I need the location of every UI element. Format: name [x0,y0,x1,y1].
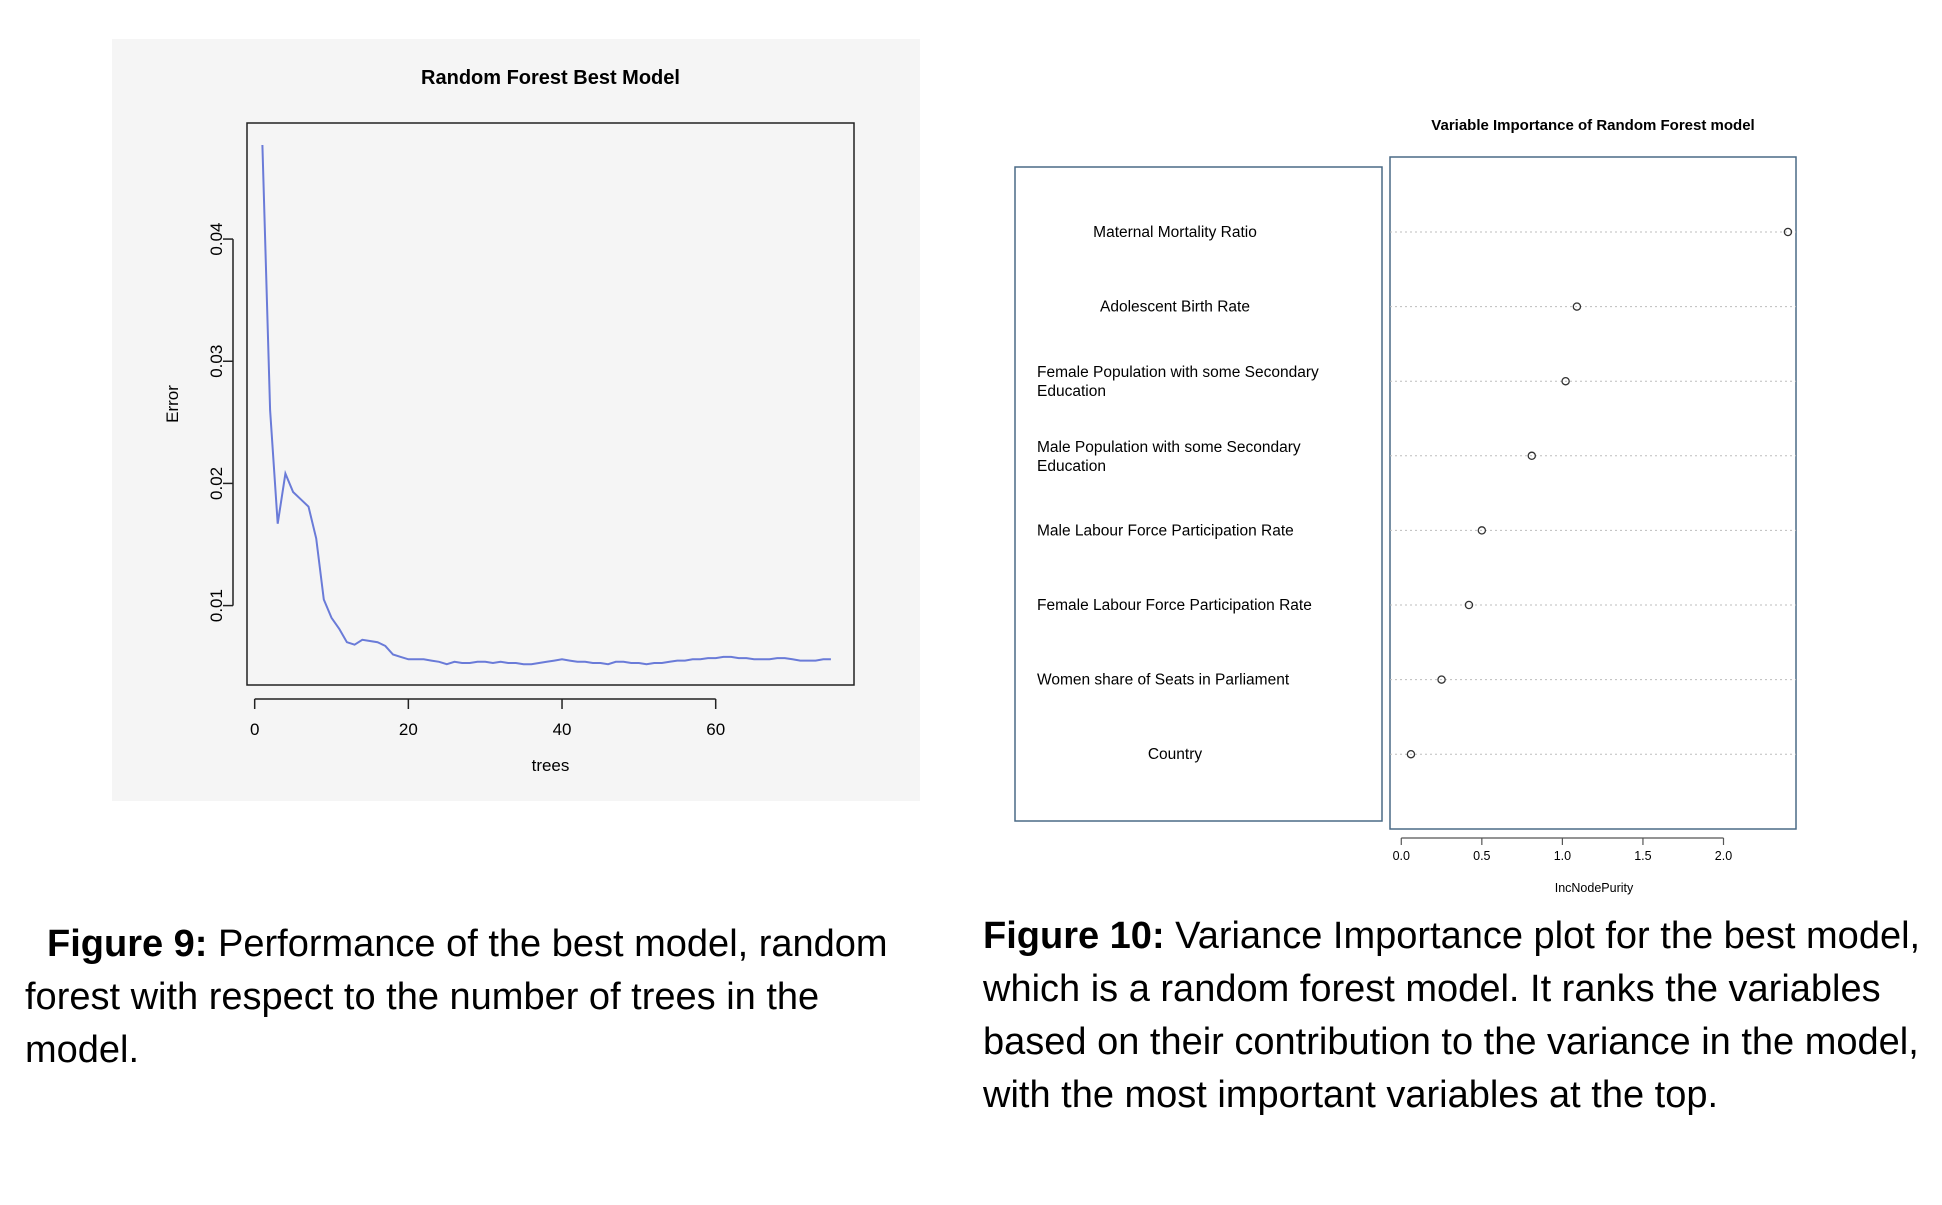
variable-label: Maternal Mortality Ratio [1093,224,1257,241]
x-tick-label: 1.5 [1634,849,1651,863]
variable-label: Male Population with some Secondary [1037,439,1301,456]
x-tick-label: 60 [706,720,725,739]
x-tick-label: 0 [250,720,259,739]
variable-label: Female Population with some Secondary [1037,364,1319,381]
importance-point [1464,600,1474,610]
figure-9-label: Figure 9: [47,923,208,965]
importance-point [1406,749,1416,759]
line-chart: Random Forest Best Model 0 20 40 60 trees 0.01… [163,67,855,775]
importance-point [1561,376,1570,386]
variable-label: Women share of Seats in Parliament [1037,672,1290,689]
importance-point [1572,302,1582,311]
chart-title: Random Forest Best Model [421,67,680,89]
importance-point [1527,451,1537,461]
plot-frame [246,122,855,686]
x-tick-label: 0.5 [1473,849,1490,863]
chart-title: Variable Importance of Random Forest mod… [1431,117,1754,134]
importance-point [1437,675,1446,684]
x-tick-label: 0.0 [1393,849,1410,863]
x-tick-label: 20 [399,720,418,739]
importance-point [1477,526,1487,535]
y-tick-label: 0.02 [207,467,226,500]
variable-label: Education [1037,383,1106,400]
x-axis-label: IncNodePurity [1555,881,1634,895]
figure-9-caption-text: Performance of the best model, random fo… [25,923,888,1071]
y-tick-label: 0.04 [207,223,226,256]
variable-label: Male Labour Force Participation Rate [1037,522,1294,539]
figure-9-chart: Random Forest Best Model 0 20 40 60 trees 0.01… [112,39,920,801]
figure-10-label: Figure 10: [983,915,1165,957]
plot-frame [1389,156,1797,830]
variable-label: Education [1037,458,1106,475]
label-box [1014,166,1383,822]
figure-10-caption-text: Variance Importance plot for the best mo… [983,915,1921,1116]
importance-point [1783,227,1793,237]
variable-label: Adolescent Birth Rate [1100,299,1250,316]
y-axis-label: Error [163,385,182,423]
x-tick-label: 2.0 [1715,849,1732,863]
x-axis-label: trees [532,756,570,775]
error-series-line [261,144,831,666]
x-tick-label: 40 [553,720,572,739]
figure-10-caption: Figure 10: Variance Importance plot for … [983,910,1938,1122]
x-tick-label: 1.0 [1554,849,1571,863]
figure-9-caption: Figure 9: Performance of the best model,… [25,918,925,1077]
variable-label: Female Labour Force Participation Rate [1037,597,1312,614]
y-tick-label: 0.01 [207,589,226,622]
y-tick-label: 0.03 [207,345,226,378]
variable-label: Country [1148,746,1203,763]
